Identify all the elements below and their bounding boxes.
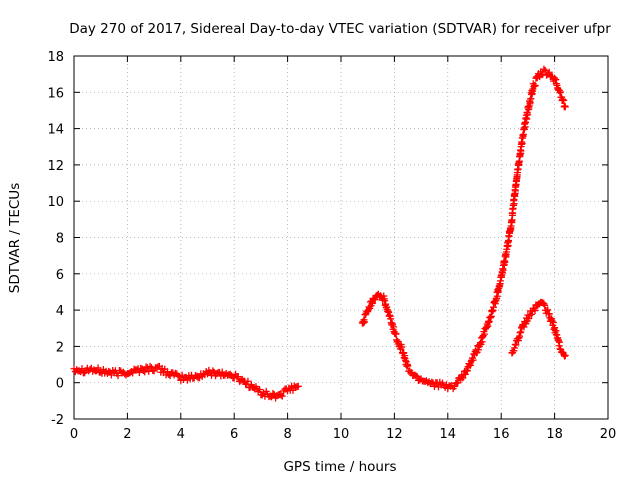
data-point bbox=[105, 367, 113, 375]
data-point bbox=[360, 318, 368, 326]
y-tick-label: 2 bbox=[56, 340, 64, 355]
data-point bbox=[512, 341, 520, 349]
data-point bbox=[540, 300, 548, 308]
series-segment-late bbox=[508, 298, 569, 360]
data-point bbox=[269, 389, 277, 397]
grid-layer bbox=[74, 56, 608, 419]
data-point bbox=[544, 306, 552, 314]
x-tick-label: 14 bbox=[440, 427, 457, 442]
data-point bbox=[234, 373, 242, 381]
data-layer bbox=[70, 65, 569, 402]
y-tick-label: 16 bbox=[47, 86, 64, 101]
data-point bbox=[475, 346, 483, 354]
data-point bbox=[461, 370, 469, 378]
chart-title: Day 270 of 2017, Sidereal Day-to-day VTE… bbox=[69, 21, 611, 37]
x-tick-label: 6 bbox=[230, 427, 238, 442]
data-point bbox=[392, 330, 400, 338]
x-tick-label: 18 bbox=[546, 427, 563, 442]
data-point bbox=[501, 258, 509, 266]
data-point bbox=[371, 296, 379, 304]
series-segment-mid bbox=[358, 65, 569, 393]
data-point bbox=[278, 392, 286, 400]
x-tick-label: 20 bbox=[600, 427, 617, 442]
data-point bbox=[114, 372, 122, 380]
x-tick-label: 4 bbox=[177, 427, 185, 442]
data-point bbox=[294, 382, 302, 390]
data-point bbox=[560, 96, 568, 104]
data-point bbox=[244, 377, 252, 385]
data-point bbox=[541, 67, 549, 75]
data-point bbox=[527, 95, 535, 103]
data-point bbox=[493, 292, 501, 300]
x-tick-label: 10 bbox=[333, 427, 350, 442]
data-point bbox=[541, 301, 549, 309]
series-segment-early bbox=[70, 362, 302, 402]
data-point bbox=[398, 343, 406, 351]
y-tick-label: 0 bbox=[56, 377, 64, 392]
data-point bbox=[510, 200, 518, 208]
y-axis-label: SDTVAR / TECUs bbox=[7, 183, 23, 293]
data-point bbox=[404, 362, 412, 370]
data-point bbox=[561, 103, 569, 111]
x-tick-label: 0 bbox=[70, 427, 78, 442]
data-point bbox=[531, 82, 539, 90]
data-point bbox=[531, 307, 539, 315]
data-point bbox=[256, 385, 264, 393]
y-tick-label: 12 bbox=[47, 159, 64, 174]
x-tick-label: 16 bbox=[493, 427, 510, 442]
y-tick-label: 18 bbox=[47, 50, 64, 65]
x-tick-label: 12 bbox=[386, 427, 403, 442]
data-point bbox=[413, 372, 421, 380]
y-tick-label: 4 bbox=[56, 304, 64, 319]
data-point bbox=[277, 391, 285, 399]
data-point bbox=[146, 362, 154, 370]
data-point bbox=[463, 367, 471, 375]
data-point bbox=[561, 351, 569, 359]
y-tick-label: 10 bbox=[47, 195, 64, 210]
y-tick-label: 14 bbox=[47, 123, 64, 138]
data-point bbox=[555, 338, 563, 346]
data-point bbox=[549, 318, 557, 326]
data-point bbox=[469, 356, 477, 364]
data-point bbox=[368, 299, 376, 307]
data-point bbox=[527, 310, 535, 318]
y-tick-label: 8 bbox=[56, 232, 64, 247]
y-tick-label: -2 bbox=[51, 413, 64, 428]
data-point bbox=[209, 367, 217, 375]
data-point bbox=[94, 364, 102, 372]
ticks-layer: 0 2 4 6 8 10 12 14 16 18 20 -2 0 2 4 6 8 10 12 14 16 18 bbox=[47, 50, 616, 442]
x-axis-label: GPS time / hours bbox=[283, 459, 396, 475]
data-point bbox=[545, 68, 553, 76]
x-tick-label: 8 bbox=[283, 427, 291, 442]
data-point bbox=[511, 344, 519, 352]
data-point bbox=[523, 115, 531, 123]
data-point bbox=[459, 374, 467, 382]
y-tick-label: 6 bbox=[56, 268, 64, 283]
data-point bbox=[524, 111, 532, 119]
data-point bbox=[540, 65, 548, 73]
x-tick-label: 2 bbox=[123, 427, 131, 442]
data-point bbox=[454, 379, 462, 387]
data-point bbox=[139, 367, 147, 375]
data-point bbox=[466, 361, 474, 369]
data-point bbox=[530, 83, 538, 91]
data-point bbox=[450, 382, 458, 390]
